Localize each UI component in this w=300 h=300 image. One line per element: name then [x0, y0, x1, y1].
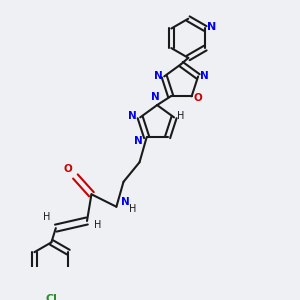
- Text: O: O: [64, 164, 73, 174]
- Text: N: N: [207, 22, 216, 32]
- Text: N: N: [121, 197, 130, 207]
- Text: H: H: [129, 203, 136, 214]
- Text: H: H: [178, 111, 185, 121]
- Text: H: H: [94, 220, 101, 230]
- Text: H: H: [43, 212, 51, 222]
- Text: N: N: [134, 136, 143, 146]
- Text: N: N: [128, 111, 136, 121]
- Text: N: N: [154, 71, 162, 81]
- Text: N: N: [151, 92, 160, 102]
- Text: N: N: [200, 71, 209, 81]
- Text: O: O: [194, 93, 202, 103]
- Text: Cl: Cl: [45, 294, 57, 300]
